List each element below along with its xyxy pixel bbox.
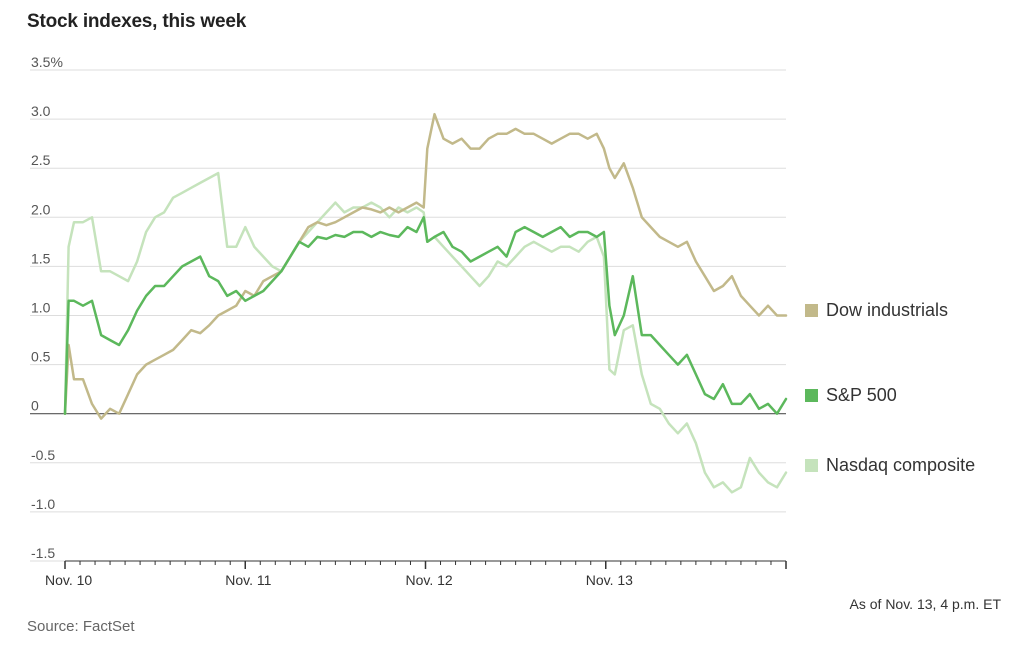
y-tick-label: -1.0	[31, 496, 55, 512]
chart-title: Stock indexes, this week	[27, 11, 247, 32]
y-tick-label: 3.0	[31, 103, 51, 119]
legend-item-sp500: S&P 500	[805, 385, 897, 406]
x-tick-label: Nov. 10	[45, 572, 92, 588]
legend-label: S&P 500	[826, 385, 897, 405]
legend-item-nasdaq: Nasdaq composite	[805, 455, 975, 476]
x-axis: Nov. 10 Nov. 11 Nov. 12 Nov. 13	[45, 560, 787, 588]
gridlines	[30, 69, 786, 562]
y-tick-label: 1.5	[31, 250, 51, 266]
timestamp-note: As of Nov. 13, 4 p.m. ET	[849, 596, 1001, 612]
y-tick-label: 0.5	[31, 349, 51, 365]
y-tick-label: 2.5	[31, 152, 51, 168]
y-tick-label: -1.5	[31, 545, 55, 561]
series-lines	[63, 112, 788, 494]
y-tick-label: 3.5%	[31, 54, 63, 70]
y-tick-label: 2.0	[31, 201, 51, 217]
legend-swatch	[805, 304, 818, 317]
y-tick-label: 1.0	[31, 300, 51, 316]
legend-label: Nasdaq composite	[826, 455, 976, 475]
y-tick-label: -0.5	[31, 447, 55, 463]
legend-label: Dow industrials	[826, 300, 949, 320]
y-tick-label: 0	[31, 398, 39, 414]
y-axis-ticks: 3.5% 3.0 2.5 2.0 1.5 1.0 0.5 0 -0.5 -1.0 -1.5	[31, 54, 63, 561]
series-line-dow-industrials	[63, 112, 788, 420]
x-tick-label: Nov. 13	[586, 572, 633, 588]
legend-swatch	[805, 389, 818, 402]
legend-swatch	[805, 459, 818, 472]
legend-item-dow: Dow industrials	[805, 300, 948, 321]
x-tick-label: Nov. 11	[225, 572, 271, 588]
source-note: Source: FactSet	[27, 618, 135, 635]
x-tick-label: Nov. 12	[406, 572, 453, 588]
series-line-s-p-500	[63, 216, 788, 415]
